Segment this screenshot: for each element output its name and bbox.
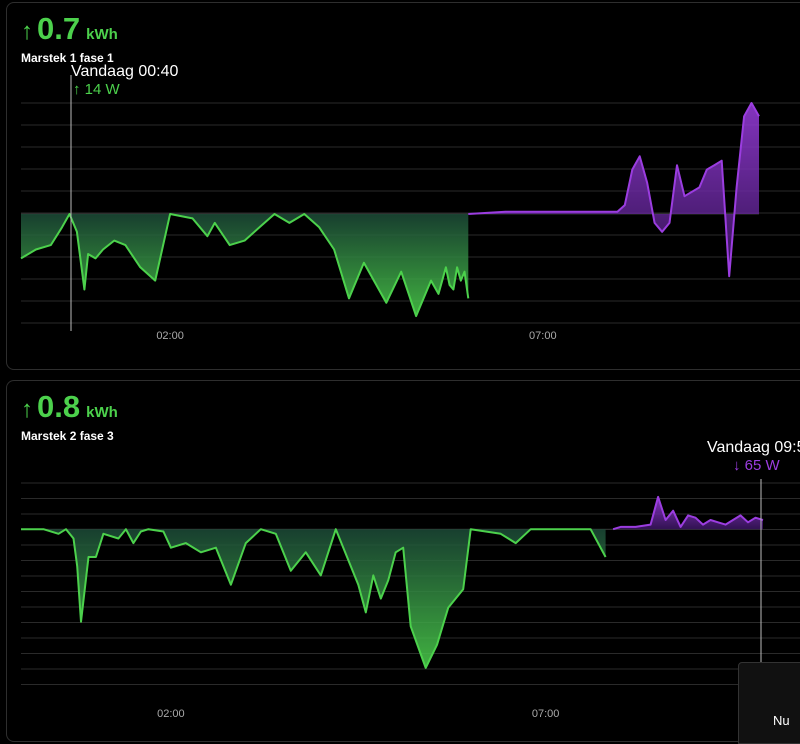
series-area xyxy=(613,496,763,530)
now-panel[interactable]: Nu xyxy=(738,662,800,744)
tooltip-time: Vandaag 00:40 xyxy=(71,63,179,80)
entity-name: Marstek 2 fase 3 xyxy=(21,429,114,443)
power-chart-1[interactable]: 02:00 07:00 xyxy=(7,3,800,369)
entity-name: Marstek 1 fase 1 xyxy=(21,51,114,65)
arrow-up-icon: ↑ xyxy=(21,396,33,423)
energy-total: ↑ 0.8 kWh xyxy=(21,389,118,425)
energy-value: 0.7 xyxy=(37,11,81,46)
series-line xyxy=(20,213,470,318)
x-tick-label: 07:00 xyxy=(532,708,560,720)
series-line xyxy=(468,102,760,278)
series-area xyxy=(21,214,469,317)
card-header: ↑ 0.8 kWh Marstek 2 fase 3 xyxy=(21,389,118,443)
arrow-down-icon: ↓ xyxy=(733,457,741,474)
x-tick-label: 07:00 xyxy=(529,330,557,342)
card-header: ↑ 0.7 kWh Marstek 1 fase 1 xyxy=(21,11,118,65)
tooltip-power: 65 W xyxy=(744,457,780,474)
x-tick-label: 02:00 xyxy=(156,330,184,342)
series-line xyxy=(21,528,607,669)
arrow-up-icon: ↑ xyxy=(73,81,81,98)
energy-unit: kWh xyxy=(86,26,118,43)
series-area xyxy=(468,103,759,277)
series-line xyxy=(612,495,764,531)
series-area xyxy=(21,529,606,668)
energy-card-2[interactable]: ↑ 0.8 kWh Marstek 2 fase 3 Vandaag 09:5 … xyxy=(6,380,800,742)
arrow-up-icon: ↑ xyxy=(21,18,33,45)
energy-value: 0.8 xyxy=(37,389,81,424)
energy-total: ↑ 0.7 kWh xyxy=(21,11,118,47)
x-tick-label: 02:00 xyxy=(157,708,185,720)
energy-unit: kWh xyxy=(86,404,118,421)
power-chart-2[interactable]: 02:00 07:00 xyxy=(7,381,800,741)
energy-card-1[interactable]: ↑ 0.7 kWh Marstek 1 fase 1 Vandaag 00:40… xyxy=(6,2,800,370)
tooltip-power: 14 W xyxy=(84,81,120,98)
tooltip-time: Vandaag 09:5 xyxy=(707,439,800,456)
now-label: Nu xyxy=(773,713,790,728)
hover-tooltip: Vandaag 09:5 ↓ 65 W xyxy=(707,439,800,474)
hover-tooltip: Vandaag 00:40 ↑ 14 W xyxy=(71,63,178,98)
